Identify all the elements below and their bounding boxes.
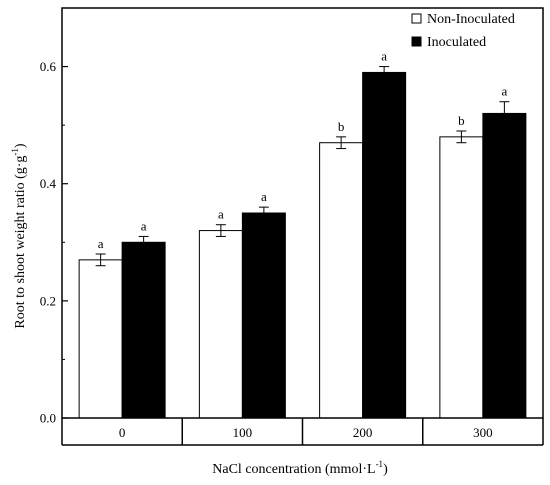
- x-axis-title-end: ): [383, 462, 388, 477]
- legend-label-non-inoculated: Non-Inoculated: [427, 12, 515, 27]
- y-axis-title-end: ): [13, 143, 28, 148]
- sig-label-0-0: a: [98, 236, 104, 251]
- y-axis-title: Root to shoot weight ratio (g·g-1): [10, 143, 28, 329]
- legend-label-inoculated: Inoculated: [427, 35, 486, 50]
- y-axis-title-main: Root to shoot weight ratio (g·g: [13, 156, 28, 329]
- bar-inoculated-0: [121, 241, 166, 419]
- bar-non-inoculated-200: [319, 142, 364, 419]
- legend-swatch-non-inoculated: [411, 13, 422, 24]
- sig-label-0-100: a: [218, 207, 224, 222]
- bar-non-inoculated-300: [439, 136, 484, 419]
- legend: Non-Inoculated Inoculated: [411, 12, 515, 50]
- axes-layer: 0.0 0.2 0.4 0.6 0 100 200 300: [40, 7, 544, 446]
- y-axis-title-sup: -1: [10, 148, 20, 156]
- bar-inoculated-300: [482, 112, 527, 419]
- y-tick-label-0.2: 0.2: [40, 293, 56, 308]
- x-tick-label-200: 200: [353, 425, 373, 440]
- sig-label-1-0: a: [141, 218, 147, 233]
- bar-non-inoculated-100: [198, 230, 243, 419]
- sig-label-1-300: a: [501, 84, 507, 99]
- x-tick-label-0: 0: [119, 425, 126, 440]
- x-axis-title: NaCl concentration (mmol·L-1): [212, 459, 388, 477]
- bars-layer: a a a a b a b a: [78, 49, 527, 419]
- legend-swatch-inoculated: [411, 36, 422, 47]
- sig-label-1-200: a: [381, 49, 387, 64]
- bar-inoculated-200: [362, 71, 407, 419]
- x-axis-title-sup: -1: [376, 459, 384, 469]
- y-tick-label-0.0: 0.0: [40, 411, 56, 426]
- sig-label-0-300: b: [458, 113, 465, 128]
- sig-label-1-100: a: [261, 189, 267, 204]
- x-axis-title-main: NaCl concentration (mmol·L: [212, 462, 375, 477]
- bar-inoculated-100: [241, 212, 286, 419]
- bar-non-inoculated-0: [78, 259, 123, 419]
- y-tick-label-0.4: 0.4: [40, 176, 57, 191]
- x-tick-label-300: 300: [473, 425, 493, 440]
- x-tick-label-100: 100: [233, 425, 253, 440]
- y-tick-label-0.6: 0.6: [40, 59, 57, 74]
- sig-label-0-200: b: [338, 119, 345, 134]
